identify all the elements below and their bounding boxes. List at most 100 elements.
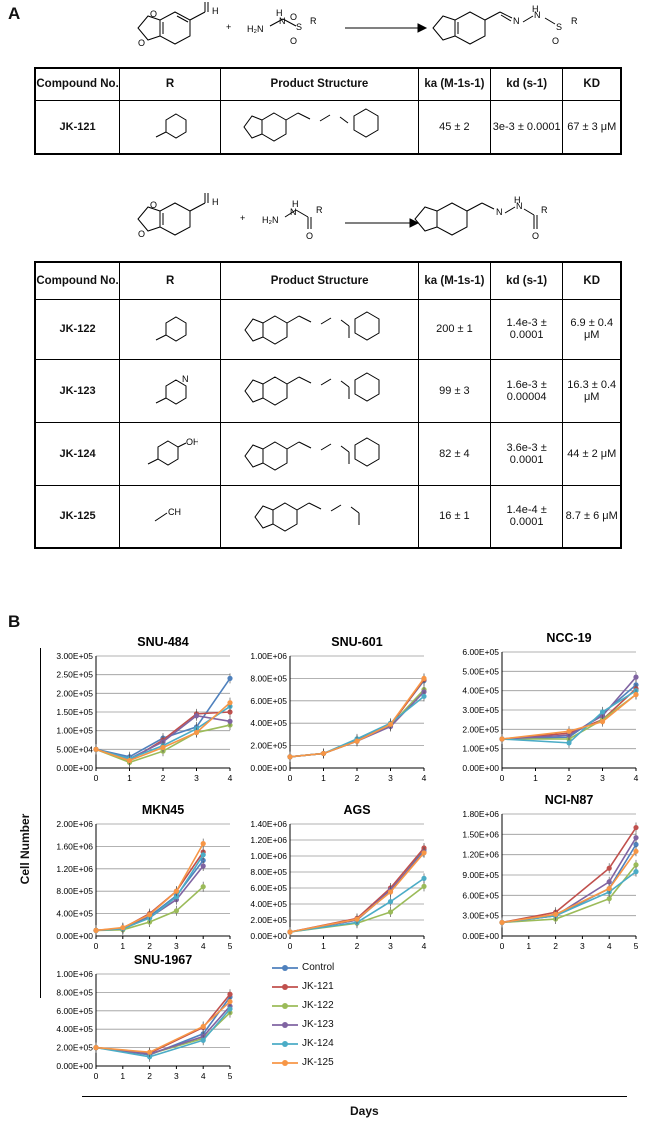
header-compound: Compound No. [34,67,121,101]
y-tick-label: 1.80E+06 [462,809,499,819]
svg-text:H: H [292,199,299,209]
data-point [606,885,612,892]
x-tick-label: 3 [174,1071,179,1081]
data-point [606,896,612,902]
y-tick-label: 1.00E+06 [250,851,287,861]
legend-item: JK-121 [272,977,334,996]
svg-text:H: H [212,6,219,16]
y-tick-label: 1.20E+06 [462,850,499,860]
reaction-scheme-1: OO H + H₂N HN SR OO NNH SR O [137,2,578,48]
data-point [387,721,394,727]
data-point [287,754,293,760]
y-tick-label: 1.00E+05 [56,726,93,736]
svg-text:N: N [516,201,523,211]
x-tick-label: 4 [201,941,206,951]
r-group-structure: OH [119,421,222,486]
data-point [633,848,639,854]
series-line-jk-123 [501,676,637,740]
y-tick-label: 0.00E+00 [56,1061,93,1071]
y-tick-label: 4.00E+05 [56,1024,93,1034]
data-point [421,883,427,889]
legend-item: JK-122 [272,996,334,1015]
svg-text:CH: CH [168,507,181,517]
x-axis-title: Days [350,1104,379,1118]
header-ka: ka (M-1s-1) [417,67,491,101]
y-tick-label: 3.00E+05 [462,705,499,715]
chart-title: NCI-N87 [545,793,594,807]
x-tick-label: 1 [127,773,132,783]
panel-a-label: A [8,4,21,23]
x-tick-label: 0 [94,773,99,783]
table-row: JK-125 CH 16 ± 1 1.4e-4 ± 0.0001 8.7 ± 6… [34,484,622,549]
chart-snu-601: SNU-601 0.00E+00 2.00E+05 4.00E+05 6.00E+05 8… [250,635,426,783]
data-point [173,908,179,914]
series-line-jk-125 [501,693,637,740]
x-tick-label: 4 [228,773,233,783]
y-axis-title: Cell Number [18,813,32,885]
x-tick-label: 2 [567,773,572,783]
series-line-jk-122 [501,864,637,924]
svg-text:R: R [316,205,323,215]
x-tick-label: 1 [526,941,531,951]
legend-marker-icon [272,1021,298,1028]
KD-value: 67 ± 3 μM [562,99,622,155]
data-point [120,925,126,931]
y-tick-label: 4.00E+05 [250,718,287,728]
header-product: Product Structure [220,261,420,300]
x-tick-label: 2 [161,773,166,783]
data-point [566,740,572,746]
chart-title: MKN45 [142,803,184,817]
y-tick-label: 3.00E+05 [462,911,499,921]
data-point [633,674,639,680]
ka-value: 45 ± 2 [417,99,491,155]
compound-id: JK-125 [34,484,121,549]
y-tick-label: 2.00E+05 [250,915,287,925]
y-tick-label: 1.50E+05 [56,707,93,717]
y-tick-label: 5.00E+05 [462,666,499,676]
y-tick-label: 6.00E+05 [462,890,499,900]
y-tick-label: 4.00E+05 [462,686,499,696]
series-line-jk-125 [501,850,637,924]
y-tick-label: 0.00E+00 [56,931,93,941]
y-axis-bracket [40,648,41,998]
svg-text:O: O [306,231,313,241]
y-tick-label: 1.00E+06 [56,969,93,979]
chart-snu-1967: SNU-1967 0.00E+00 2.00E+05 4.00E+05 6.00E+05… [56,953,232,1081]
y-tick-label: 6.00E+05 [462,647,499,657]
svg-text:R: R [541,205,548,215]
r-group-structure [119,99,221,155]
chart-snu-484: SNU-484 0.00E+00 5.00E+04 1.00E+05 1.50E+05 2… [56,635,233,783]
data-point [200,863,206,869]
svg-text:H: H [276,8,283,18]
product-structure [220,484,420,549]
data-point [354,916,360,922]
panel-b-label: B [8,612,21,631]
data-point [599,709,606,715]
x-tick-label: 1 [321,941,326,951]
svg-text:S: S [296,22,302,32]
kd-value: 1.4e-4 ± 0.0001 [489,484,564,549]
data-point [633,824,639,831]
legend-label: JK-124 [302,1038,334,1049]
data-point [633,835,639,841]
y-tick-label: 1.20E+06 [56,864,93,874]
legend-item: Control [272,958,334,977]
y-tick-label: 0.00E+00 [56,763,93,773]
data-point [227,718,233,724]
x-tick-label: 4 [201,1071,206,1081]
svg-text:H: H [212,197,219,207]
data-point [200,857,206,863]
legend-label: JK-122 [302,1000,334,1011]
data-point [227,675,233,681]
svg-text:H₂N: H₂N [247,24,264,34]
series-line-jk-125 [95,1001,231,1054]
y-tick-label: 1.00E+06 [250,651,287,661]
x-tick-label: 0 [94,1071,99,1081]
y-tick-label: 0.00E+00 [462,763,499,773]
kinetics-table-2: Compound No. R Product Structure ka (M-1… [34,261,622,549]
x-tick-label: 2 [147,941,152,951]
r-group-structure [119,298,222,360]
data-point [633,691,639,698]
chart-nci-n87: NCI-N87 0.00E+00 3.00E+05 6.00E+05 9.00E+05 1… [462,793,639,951]
KD-value: 6.9 ± 0.4 μM [562,298,622,360]
